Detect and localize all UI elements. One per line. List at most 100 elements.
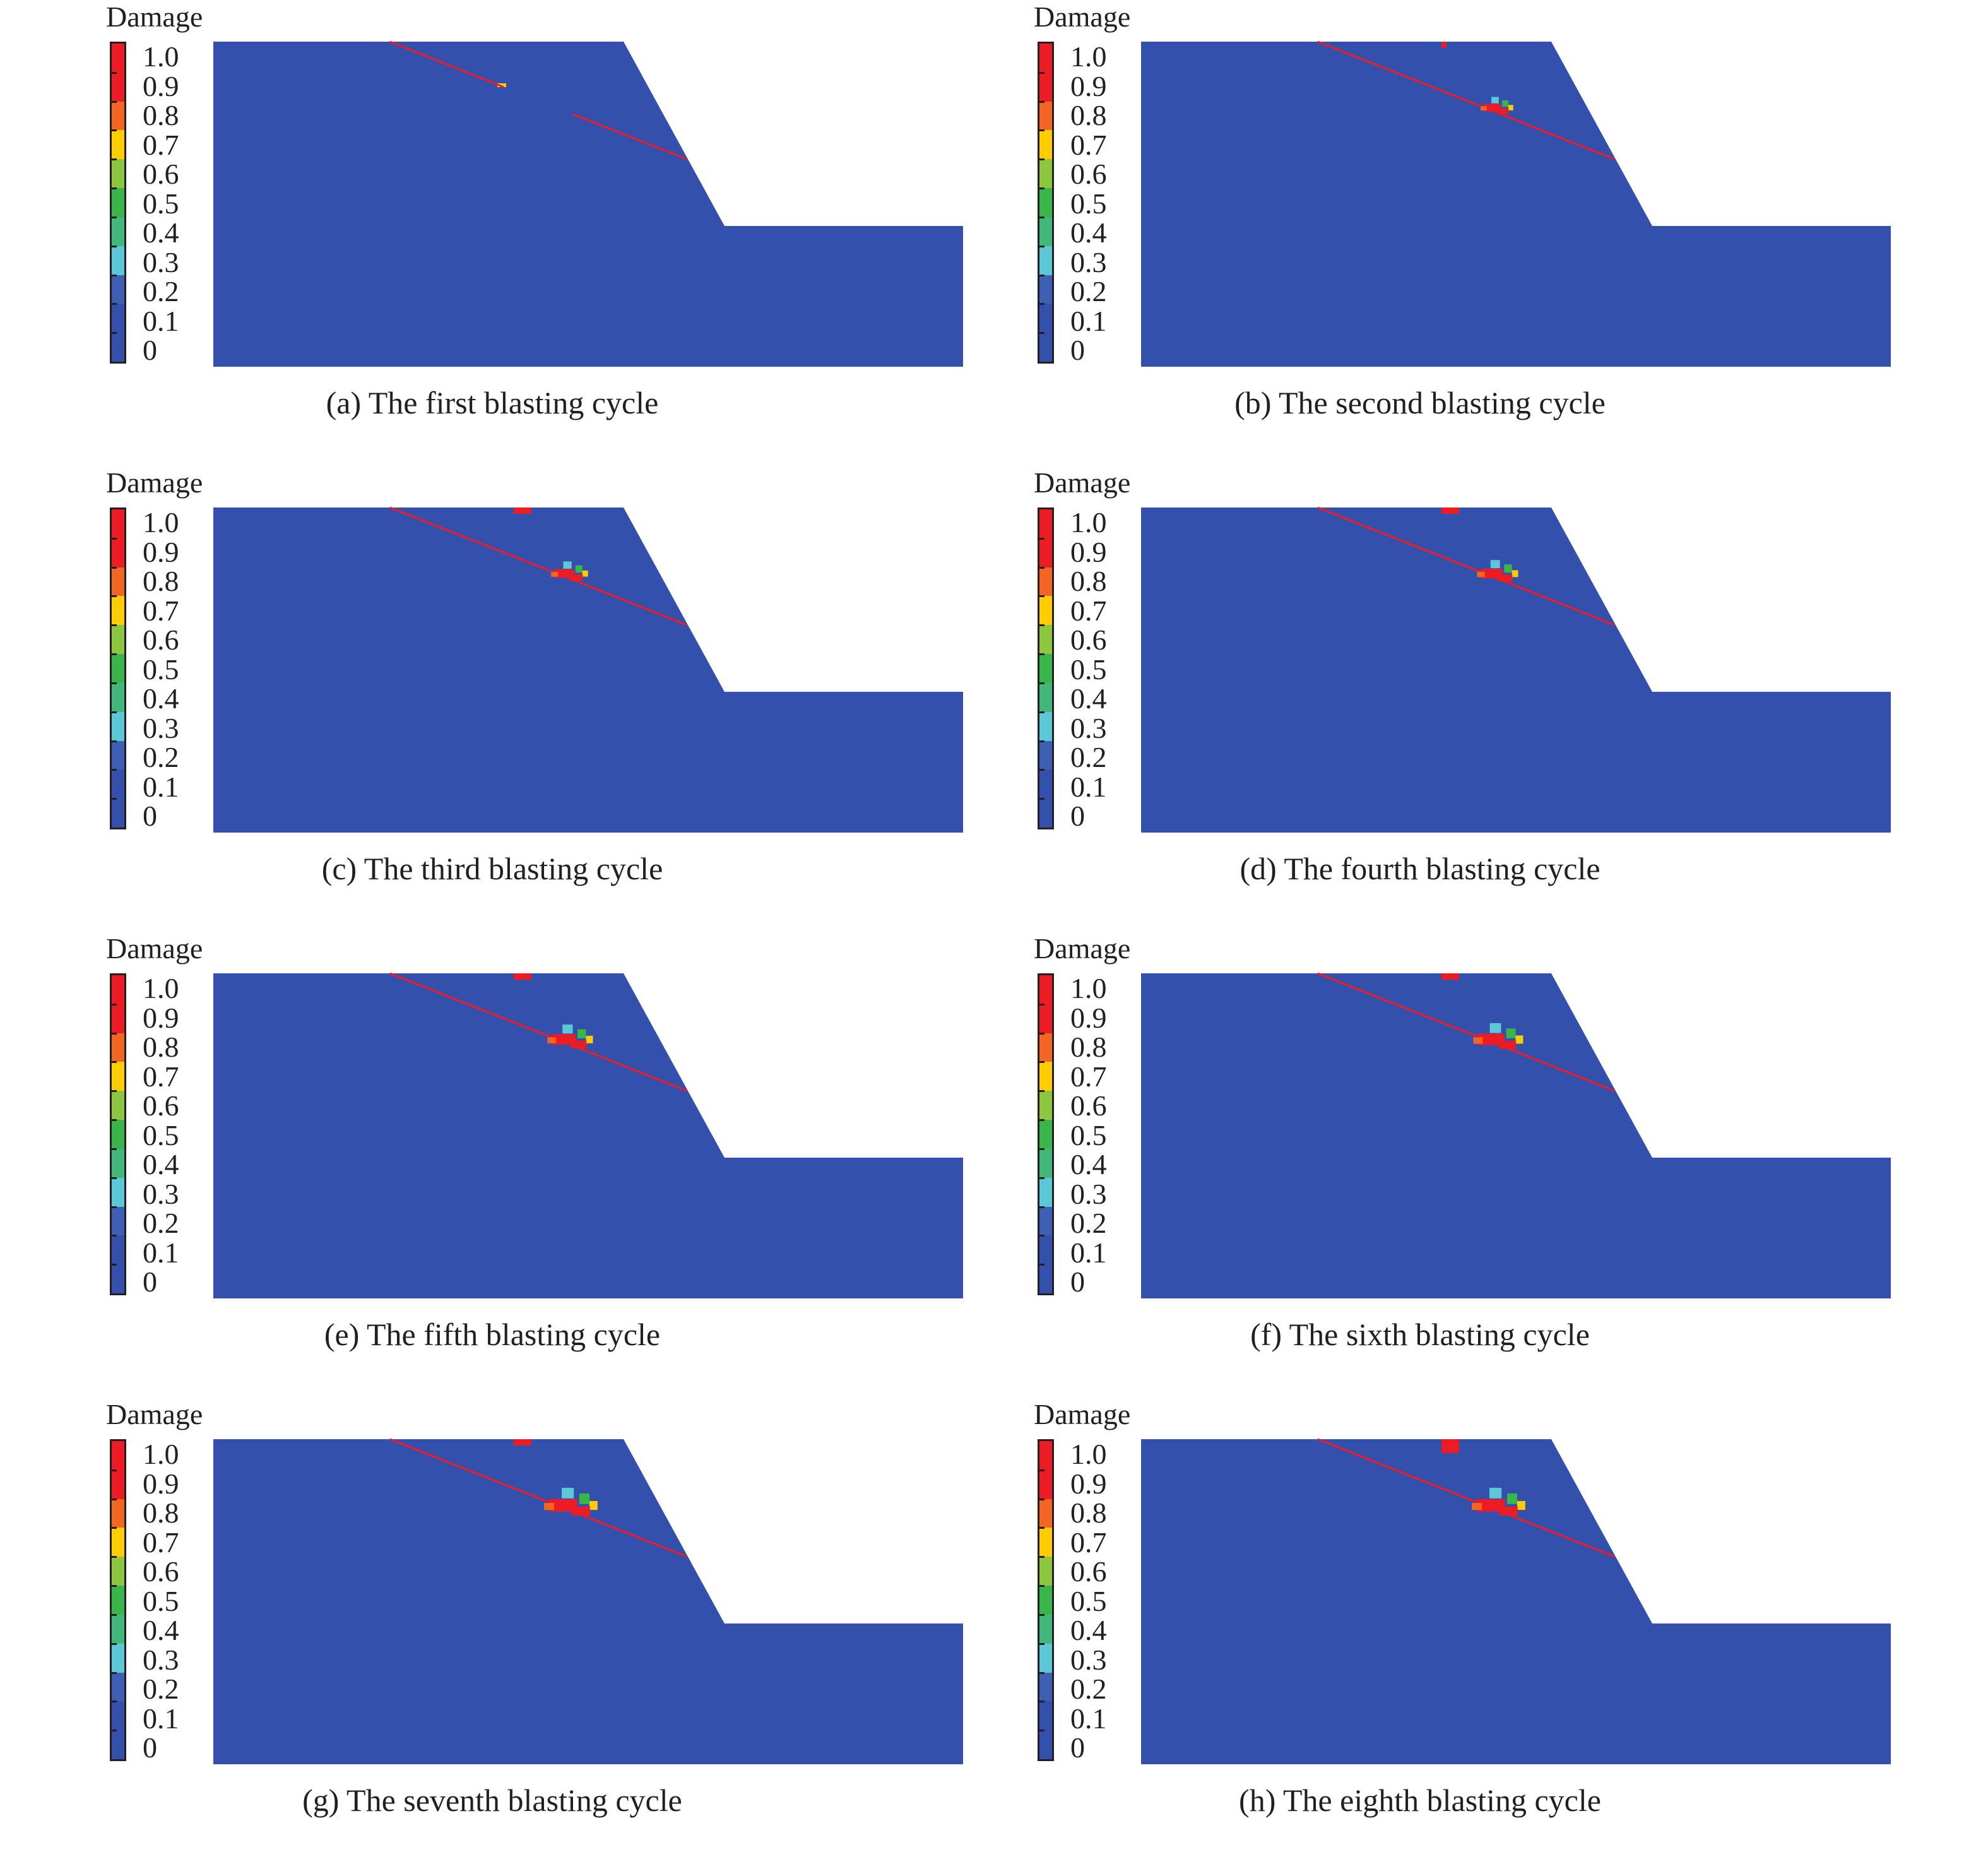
damage-zone: [563, 561, 572, 569]
damage-zone: [570, 574, 583, 581]
joint-line: [389, 506, 687, 626]
colorbar-swatch: [1039, 538, 1052, 568]
colorbar-tick: [1039, 1206, 1044, 1208]
joint-line: [572, 113, 687, 160]
slope-model: [213, 40, 963, 367]
colorbar-tick-label: 1.0: [143, 972, 179, 1004]
rock-mass: [213, 42, 963, 367]
colorbar-swatch: [1039, 1614, 1052, 1644]
colorbar-tick: [112, 216, 117, 218]
colorbar-tick: [1039, 1498, 1044, 1500]
damage-zone: [579, 1493, 589, 1504]
colorbar-tick: [112, 129, 117, 132]
colorbar-tick-label: 0.2: [143, 741, 179, 773]
colorbar: [1038, 42, 1054, 364]
damage-zone: [514, 508, 531, 514]
damage-zone: [586, 1035, 593, 1043]
colorbar-tick-label: 0.6: [1070, 1555, 1107, 1588]
damage-zone: [1489, 1023, 1501, 1033]
colorbar-tick-label: 0.5: [143, 187, 179, 220]
colorbar-tick-label: 0.5: [143, 653, 179, 686]
colorbar-tick-label: 0.3: [143, 1177, 179, 1210]
slope-model: [213, 1438, 963, 1764]
damage-zone: [582, 570, 588, 577]
slope-model: [1141, 1438, 1891, 1764]
colorbar-tick: [112, 682, 117, 684]
damage-zone: [1477, 571, 1485, 578]
damage-zone: [1472, 1503, 1482, 1511]
panel-caption: (g) The seventh blasting cycle: [302, 1783, 682, 1818]
damage-zone: [577, 1029, 586, 1038]
rock-mass: [213, 1439, 963, 1764]
colorbar-swatch: [112, 1177, 124, 1208]
colorbar-swatch: [1039, 72, 1052, 102]
colorbar-tick: [112, 798, 117, 800]
damage-zone: [514, 973, 531, 980]
colorbar-tick: [112, 1177, 117, 1179]
colorbar-tick: [1039, 129, 1044, 132]
colorbar-tick-label: 0.6: [143, 1555, 179, 1588]
colorbar-tick-label: 0.2: [143, 275, 179, 307]
colorbar-tick-label: 0.1: [143, 1236, 179, 1269]
damage-zone: [1499, 1040, 1517, 1049]
colorbar-tick: [1039, 1527, 1044, 1529]
colorbar-tick: [1039, 1730, 1044, 1732]
colorbar-swatch: [1039, 509, 1052, 539]
colorbar-tick-label: 0.8: [1070, 1031, 1107, 1063]
colorbar-tick-label: 0.5: [143, 1119, 179, 1151]
rock-mass: [1141, 42, 1891, 367]
colorbar-tick: [112, 537, 117, 540]
colorbar-tick: [112, 740, 117, 742]
colorbar-tick-label: 0.4: [1070, 1148, 1107, 1180]
legend-title: Damage: [106, 1398, 203, 1430]
colorbar-swatch: [1039, 1091, 1052, 1120]
colorbar-tick-label: 1.0: [1070, 506, 1107, 538]
colorbar-tick: [1039, 798, 1044, 800]
colorbar-swatch: [1039, 567, 1052, 597]
colorbar-swatch: [1039, 596, 1052, 626]
colorbar-tick-label: 0.2: [1070, 1207, 1107, 1239]
colorbar-swatch: [112, 1469, 124, 1500]
colorbar-swatch: [1039, 217, 1052, 247]
colorbar-tick: [112, 653, 117, 656]
colorbar-tick: [112, 187, 117, 190]
colorbar-swatch: [1039, 44, 1052, 73]
panel-caption: (b) The second blasting cycle: [1234, 385, 1606, 420]
colorbar-tick: [112, 1469, 117, 1471]
damage-zone: [1498, 574, 1513, 582]
damage-zone: [1506, 1028, 1516, 1038]
colorbar-swatch: [1039, 682, 1052, 713]
colorbar-swatch: [112, 1614, 124, 1644]
joint-line: [1317, 506, 1615, 626]
colorbar-tick: [112, 566, 117, 569]
colorbar-tick-label: 0.5: [1070, 653, 1107, 686]
panel-caption: (c) The third blasting cycle: [321, 851, 663, 886]
colorbar-tick: [112, 624, 117, 627]
colorbar-swatch: [1039, 1557, 1052, 1586]
colorbar-tick: [112, 245, 117, 247]
damage-zone: [1441, 1439, 1459, 1453]
colorbar-swatch: [112, 1091, 124, 1120]
panel-4: Damage 1.0 0.9 0.8 0.7 0.6 0.5 0.4 0.3 0.2 0.1 0 (d)…: [928, 466, 1891, 920]
colorbar-swatch: [1039, 1206, 1052, 1236]
damage-zone: [1441, 508, 1459, 514]
colorbar-swatch: [112, 740, 124, 770]
colorbar-tick: [112, 332, 117, 335]
colorbar-tick-label: 0.9: [143, 1001, 179, 1034]
colorbar-tick: [112, 71, 117, 74]
colorbar-tick-label: 0.1: [143, 304, 179, 337]
colorbar-tick-label: 0.8: [143, 1031, 179, 1063]
colorbar-tick-label: 0.5: [1070, 1584, 1107, 1617]
damage-zone: [1441, 42, 1447, 48]
legend-title: Damage: [1034, 1, 1131, 33]
colorbar-tick: [112, 1148, 117, 1150]
colorbar-tick: [1039, 740, 1044, 742]
colorbar-swatch: [112, 1441, 124, 1471]
legend-title: Damage: [106, 932, 203, 965]
colorbar-tick-label: 0.9: [143, 1467, 179, 1500]
colorbar-tick: [1039, 1671, 1044, 1674]
colorbar-tick: [112, 274, 117, 276]
panel-5: Damage 1.0 0.9 0.8 0.7 0.6 0.5 0.4 0.3 0.2 0.1 0 (e)…: [0, 932, 963, 1386]
colorbar: [110, 508, 126, 829]
